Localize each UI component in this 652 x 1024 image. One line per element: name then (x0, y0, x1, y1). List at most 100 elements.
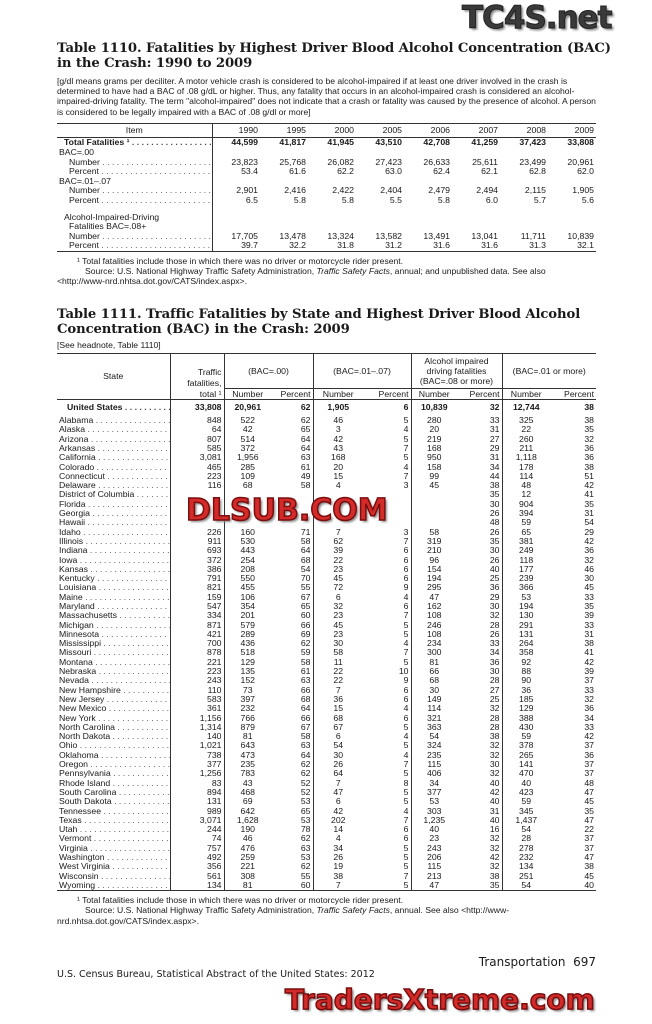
cell-value: 2,422 (332, 186, 354, 196)
cell-value: 168 (427, 443, 442, 453)
cell-value: 381 (519, 536, 534, 546)
state-name: Maryland . . . . . . . . . . . . . . . .… (57, 601, 171, 612)
leader-dots: . . . . . . . . . . . . . . . . . . . . … (98, 481, 169, 491)
cell-value: 29 (457, 592, 503, 602)
cell-value: 48 (457, 518, 503, 528)
cell-value: 190 (240, 825, 256, 835)
cell-value: 62 (271, 416, 314, 426)
table-1111-source: Source: U.S. National Highway Traffic Sa… (57, 905, 596, 925)
cell-value: 61 (271, 462, 314, 472)
state-name-text: Florida (59, 499, 86, 509)
cell-value: 27 (457, 434, 503, 444)
table-row: Illinois . . . . . . . . . . . . . . . .… (57, 536, 596, 547)
cell-value (271, 518, 314, 528)
table-row: Arkansas . . . . . . . . . . . . . . . .… (57, 443, 596, 454)
cell-value: 27 (457, 685, 503, 695)
table-row: Idaho . . . . . . . . . . . . . . . . . … (57, 527, 596, 537)
cell-value: 30 (333, 639, 344, 649)
cell-value: 62.2 (337, 167, 354, 177)
cell-value: 7 (363, 536, 412, 547)
cell-value: 118 (519, 555, 534, 565)
cell-value: 1,437 (515, 815, 538, 825)
cell-value: 5 (363, 434, 412, 444)
cell-value: 177 (519, 564, 534, 574)
state-name-text: Oklahoma (59, 750, 99, 760)
section-name: Transportation (478, 955, 566, 969)
cell-value: 33 (584, 722, 594, 732)
column-header-percent: Percent (550, 388, 596, 400)
cell-value: 3 (363, 481, 412, 491)
cell-value: 68 (242, 481, 253, 491)
state-name: North Carolina . . . . . . . . . . . . .… (57, 722, 171, 733)
cell-value: 66 (271, 713, 314, 723)
table-row: Vermont . . . . . . . . . . . . . . . . … (57, 834, 596, 844)
cell-value: 33 (584, 685, 594, 695)
source-publication: Traffic Safety Facts (316, 266, 390, 277)
cell-value: 64 (271, 546, 314, 556)
state-name-text: Virginia (59, 843, 88, 853)
cell-value: 265 (519, 750, 534, 760)
state-name-text: South Carolina (59, 787, 117, 797)
cell-value: 52 (271, 787, 314, 798)
cell-value: 130 (519, 611, 534, 621)
cell-value: 14 (333, 825, 344, 835)
cell-value: 4 (363, 750, 412, 761)
cell-value: 1,118 (515, 453, 537, 463)
header-row: Item 1990 1995 2000 2005 2006 2007 2008 2009 (57, 123, 596, 139)
cell-value: 5.8 (293, 195, 306, 205)
cell-value: 2,479 (428, 186, 450, 196)
cell-value (308, 177, 356, 187)
cell-value: 26 (333, 853, 344, 862)
cell-value: 7 (363, 648, 412, 658)
cell-value: 22 (333, 667, 344, 677)
column-header-bac00: (BAC=.00) (224, 353, 314, 389)
cell-value: 26,633 (423, 157, 450, 167)
row-label: Total Fatalities ¹ . . . . . . . . . . .… (57, 137, 213, 148)
cell-value: 33,808 (170, 399, 225, 417)
column-header-number: Number (313, 388, 363, 400)
state-name-text: Arizona (59, 434, 89, 444)
cell-value: 989 (170, 806, 225, 816)
cell-value: 950 (427, 453, 442, 463)
row-label-text: Number (69, 231, 100, 241)
cell-value: 178 (519, 462, 534, 472)
column-header-year: 2005 (356, 123, 404, 139)
cell-value: 358 (519, 648, 534, 658)
state-name-text: Tennessee (59, 806, 102, 816)
cell-value: 44,599 (231, 137, 258, 148)
table-row: Massachusetts . . . . . . . . . . . . . … (57, 611, 596, 621)
cell-value: 185 (519, 694, 534, 704)
cell-value (271, 490, 314, 500)
cell-value: 36 (333, 694, 344, 704)
cell-value: 32 (333, 601, 344, 611)
cell-value: 44 (457, 471, 503, 482)
table-row: Oklahoma . . . . . . . . . . . . . . . .… (57, 750, 596, 761)
cell-value: 46 (584, 564, 594, 574)
cell-value: 54 (584, 518, 594, 528)
leader-dots: . . . . . . . . . . . . . . . . . . . . … (90, 760, 170, 770)
leader-dots: . . . . . . . . . . . . . . . . . . . . … (101, 750, 169, 760)
cell-value: 37 (584, 741, 594, 751)
cell-value: 3 (363, 527, 412, 537)
cell-value: 26 (333, 760, 344, 770)
source-text: , annual. See also <http://www-nrd.nhtsa… (57, 905, 510, 926)
state-name-text: Maryland (59, 601, 95, 611)
cell-value: 40 (429, 825, 440, 835)
cell-value: 6 (363, 825, 412, 835)
cell-value: 67 (333, 722, 344, 732)
state-name-text: Minnesota (59, 629, 100, 639)
cell-value (363, 518, 412, 528)
cell-value: 108 (427, 611, 442, 621)
cell-value: 52 (271, 778, 314, 788)
state-name-text: Nebraska (59, 667, 97, 677)
cell-value: 911 (170, 536, 225, 547)
cell-value: 66 (271, 620, 314, 630)
row-label: Fatalities BAC=.08+ (57, 222, 213, 232)
leader-dots: . . . . . . . . . . . . . . . . . . . . … (98, 167, 212, 177)
cell-value: 43 (333, 443, 344, 453)
cell-value: 7 (363, 611, 412, 621)
state-name: Alaska . . . . . . . . . . . . . . . . .… (57, 425, 171, 435)
cell-value: 65 (271, 425, 314, 435)
cell-value: 71 (271, 527, 314, 537)
state-name: United States . . . . . . . . . . . . . … (57, 399, 171, 417)
